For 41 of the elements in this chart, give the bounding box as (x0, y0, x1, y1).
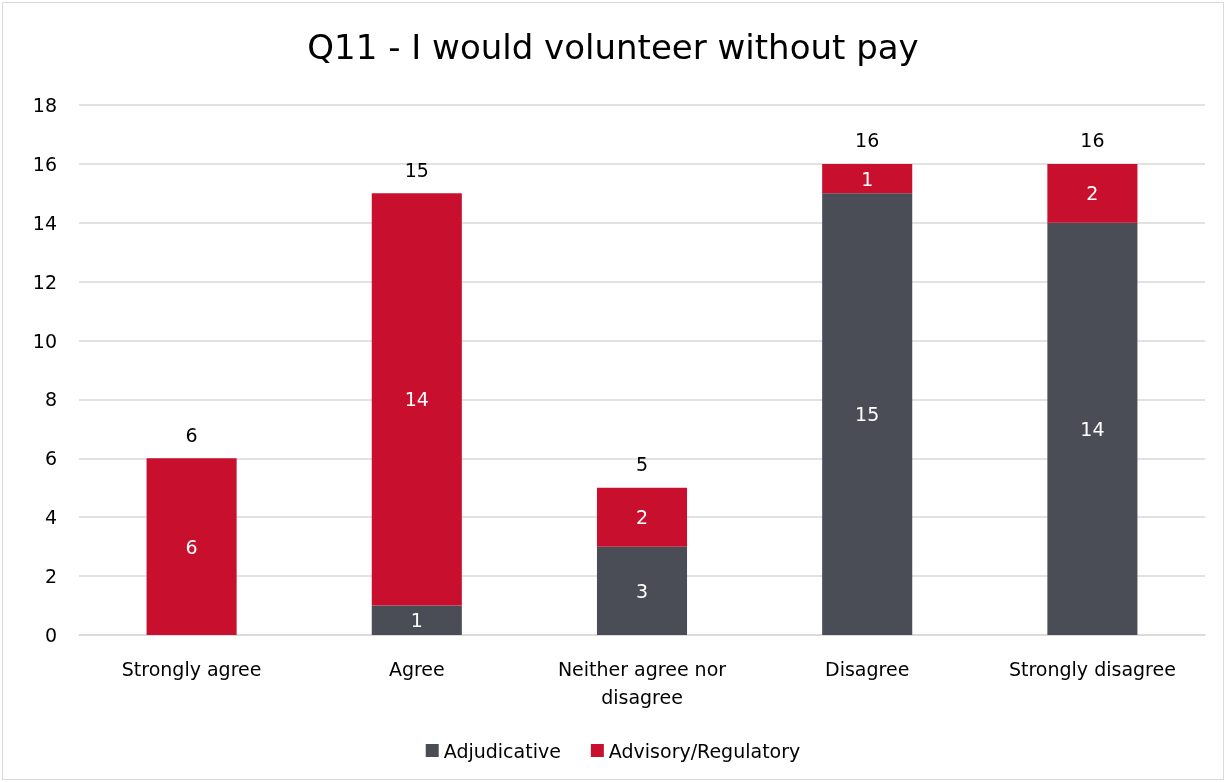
y-tick-label: 18 (32, 94, 57, 116)
x-tick-label: Disagree (825, 658, 910, 680)
bar (596, 546, 688, 635)
y-tick-label: 2 (44, 565, 57, 588)
bar (371, 605, 462, 635)
bar (1047, 163, 1138, 223)
data-label: 15 (855, 403, 880, 426)
y-tick-label: 16 (32, 152, 57, 175)
total-label: 16 (855, 129, 880, 152)
x-tick-label: Agree (388, 658, 445, 680)
y-tick-label: 8 (44, 388, 57, 411)
legend-label: Advisory/Regulatory (608, 739, 801, 762)
bar (146, 458, 237, 635)
y-tick-label: 6 (44, 447, 57, 470)
total-label: 16 (1080, 129, 1105, 152)
total-label: 15 (404, 158, 429, 181)
data-label: 1 (861, 167, 874, 190)
bar (822, 193, 913, 635)
y-tick-label: 14 (32, 211, 57, 234)
y-tick-label: 0 (44, 624, 57, 646)
x-tick-label: Strongly agree (121, 658, 262, 680)
bar (596, 487, 688, 547)
data-label: 14 (404, 388, 429, 411)
bar (822, 163, 913, 194)
y-tick-label: 12 (32, 270, 57, 293)
x-tick-label: Strongly disagree (1008, 658, 1176, 680)
legend-label: Adjudicative (443, 739, 561, 762)
bar (371, 193, 462, 606)
data-label: 1 (410, 609, 423, 632)
x-tick-label: Neither agree nor disagree (557, 658, 727, 708)
total-label: 5 (635, 453, 649, 476)
data-label: 2 (1086, 182, 1099, 205)
data-label: 3 (635, 579, 649, 602)
data-label: 14 (1080, 417, 1105, 440)
chart-title: Q11 - I would volunteer without pay (307, 27, 919, 67)
y-tick-label: 10 (32, 329, 57, 352)
y-tick-label: 4 (44, 506, 57, 529)
total-label: 6 (185, 423, 198, 446)
data-label: 2 (635, 506, 649, 529)
bar (1047, 222, 1138, 635)
data-label: 6 (185, 535, 198, 558)
